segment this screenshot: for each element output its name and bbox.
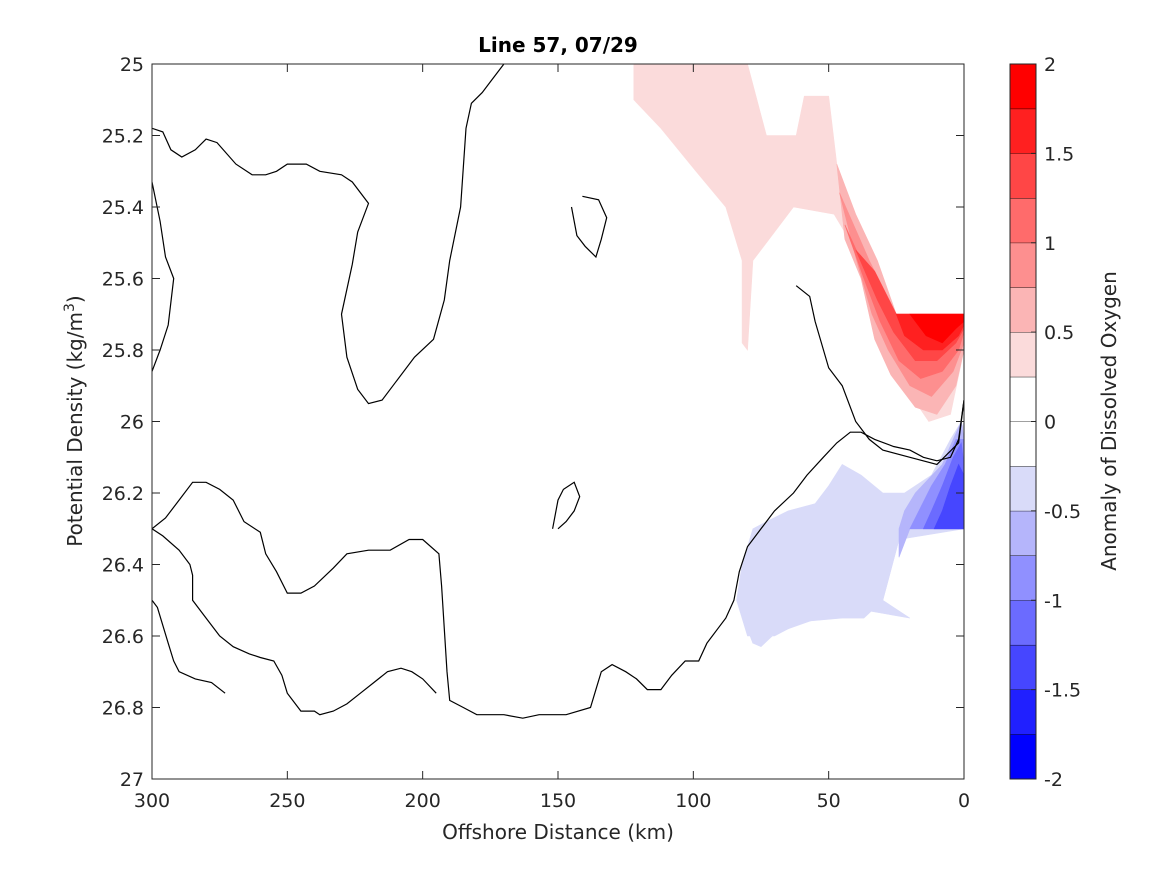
filled-region-12 — [933, 463, 964, 530]
colorbar-segment — [1010, 198, 1036, 243]
colorbar-segment — [1010, 332, 1036, 377]
colorbar-segment — [1010, 510, 1036, 556]
axes: 300 250 200 150 100 50 0 25 25.2 25.4 25.6 25.8 26 26… — [102, 54, 970, 812]
plot-area — [152, 64, 964, 779]
colorbar-segment — [1010, 153, 1036, 199]
filled-region-8 — [736, 420, 964, 644]
contour-line-7 — [795, 285, 964, 466]
chart-title: Line 57, 07/29 — [478, 33, 638, 57]
colorbar-segment — [1010, 376, 1036, 422]
y-tick-label: 26 — [120, 412, 144, 434]
contour-line-1 — [152, 181, 175, 372]
contour-line-5 — [152, 599, 226, 694]
y-tick-label: 25.8 — [102, 340, 144, 362]
y-tick-label: 26.8 — [102, 698, 144, 720]
colorbar-tick-label: 2 — [1044, 54, 1056, 76]
y-axis-label-main: Potential Density (kg/m — [63, 312, 87, 547]
colorbar-segment — [1010, 466, 1036, 511]
colorbar-tick-label: 0 — [1044, 412, 1056, 434]
x-tick-label: 50 — [817, 790, 841, 812]
colorbar-segment — [1010, 108, 1036, 154]
contour-line-0 — [152, 64, 505, 405]
contour-lines — [152, 64, 964, 719]
y-tick-label: 27 — [120, 769, 144, 791]
x-tick-label: 100 — [675, 790, 711, 812]
colorbar-segment — [1010, 600, 1036, 645]
y-tick-label: 25 — [120, 54, 144, 76]
colorbar-label: Anomaly of Dissolved Oxygen — [1097, 271, 1121, 571]
y-tick-label: 25.2 — [102, 126, 144, 148]
y-axis-label-sup: 3 — [62, 303, 78, 312]
y-tick-label: 26.4 — [102, 555, 144, 577]
y-tick-label: 25.4 — [102, 197, 144, 219]
colorbar-segment — [1010, 689, 1036, 735]
colorbar-segment — [1010, 64, 1036, 109]
y-axis-label-close: ) — [63, 295, 87, 303]
colorbar-segment — [1010, 734, 1036, 779]
filled-contours — [633, 64, 964, 648]
x-tick-label: 0 — [958, 790, 970, 812]
colorbar-segment — [1010, 421, 1036, 467]
contour-line-2 — [570, 195, 608, 259]
colorbar: 2 1.5 1 0.5 0 -0.5 -1 -1.5 -2 — [1009, 54, 1081, 791]
y-axis-label: Potential Density (kg/m3) — [62, 295, 87, 546]
colorbar-tick-label: -1 — [1044, 590, 1063, 612]
filled-region-6 — [909, 313, 964, 344]
x-tick-label: 250 — [269, 790, 305, 812]
colorbar-segment — [1010, 555, 1036, 601]
colorbar-tick-label: -2 — [1044, 769, 1063, 791]
x-tick-label: 300 — [134, 790, 170, 812]
colorbar-segment — [1010, 242, 1036, 288]
colorbar-tick-label: -0.5 — [1044, 501, 1081, 523]
contour-line-6 — [552, 481, 581, 530]
colorbar-tick-label: -1.5 — [1044, 680, 1081, 702]
x-tick-label: 200 — [405, 790, 441, 812]
x-axis-label: Offshore Distance (km) — [442, 820, 674, 844]
contour-line-3 — [152, 400, 964, 719]
x-tick-label: 150 — [540, 790, 576, 812]
colorbar-tick-label: 1.5 — [1044, 143, 1074, 165]
colorbar-segment — [1010, 644, 1036, 690]
y-tick-label: 26.2 — [102, 483, 144, 505]
y-tick-label: 25.6 — [102, 269, 144, 291]
y-tick-label: 26.6 — [102, 626, 144, 648]
contour-line-4 — [152, 528, 437, 716]
colorbar-segment — [1010, 287, 1036, 333]
colorbar-tick-label: 1 — [1044, 233, 1056, 255]
colorbar-tick-label: 0.5 — [1044, 322, 1074, 344]
